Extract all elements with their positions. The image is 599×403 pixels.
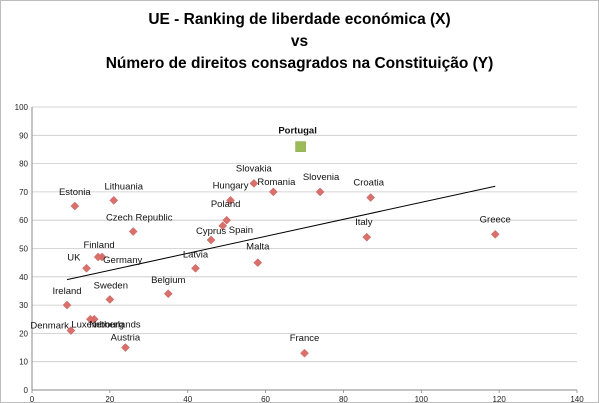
- point-label-austria: Austria: [111, 333, 141, 344]
- data-point-estonia: [70, 201, 80, 211]
- y-tick-label: 70: [19, 188, 28, 197]
- point-label-romania: Romania: [257, 177, 296, 188]
- point-label-estonia: Estonia: [59, 187, 91, 198]
- data-point-malta: [253, 258, 263, 268]
- y-tick-label: 10: [19, 358, 28, 367]
- data-points: [62, 141, 500, 358]
- data-point-italy: [362, 232, 372, 242]
- point-label-czech-republic: Czech Republic: [106, 213, 173, 224]
- data-point-germany: [93, 252, 103, 262]
- point-label-croatia: Croatia: [353, 178, 384, 189]
- data-point-czech-republic: [128, 227, 138, 236]
- data-point-belgium: [163, 289, 173, 299]
- x-tick-label: 60: [261, 395, 270, 403]
- point-label-luxembourg: Luxembourg: [71, 319, 124, 330]
- grid-lines: [32, 106, 577, 363]
- y-tick-label: 100: [15, 103, 29, 112]
- point-label-slovakia: Slovakia: [236, 163, 273, 174]
- point-label-spain: Spain: [229, 225, 253, 236]
- axes: [31, 107, 578, 393]
- point-label-slovenia: Slovenia: [303, 172, 340, 183]
- trendline: [66, 185, 496, 281]
- data-point-austria: [121, 343, 130, 352]
- point-label-germany: Germany: [103, 255, 142, 266]
- point-label-denmark: Denmark: [30, 321, 69, 332]
- y-tick-label: 40: [19, 273, 28, 282]
- data-point-cyprus: [206, 235, 216, 245]
- data-point-poland: [222, 215, 231, 225]
- y-tick-label: 90: [19, 131, 28, 140]
- data-point-sweden: [105, 295, 115, 304]
- point-label-hungary: Hungary: [213, 180, 249, 191]
- point-label-italy: Italy: [355, 217, 373, 228]
- y-tick-label: 50: [19, 245, 28, 254]
- data-point-greece: [490, 229, 500, 239]
- y-tick-label: 0: [24, 386, 29, 395]
- point-label-france: France: [290, 333, 320, 344]
- point-label-lithuania: Lithuania: [104, 181, 143, 192]
- point-label-portugal: Portugal: [278, 126, 317, 137]
- data-point-lithuania: [109, 196, 119, 205]
- point-label-latvia: Latvia: [183, 249, 209, 260]
- data-point-croatia: [366, 193, 376, 202]
- y-tick-label: 30: [19, 301, 28, 310]
- data-point-netherlands: [86, 314, 95, 324]
- data-point-hungary: [226, 196, 235, 205]
- x-tick-label: 0: [30, 395, 35, 403]
- data-point-slovenia: [315, 187, 325, 197]
- y-tick-label: 60: [19, 216, 28, 225]
- data-point-slovakia: [249, 179, 259, 188]
- chart-title-line-2: vs: [290, 33, 309, 50]
- point-label-poland: Poland: [211, 199, 241, 210]
- point-label-greece: Greece: [480, 214, 511, 225]
- data-point-portugal: [295, 141, 306, 152]
- data-point-latvia: [191, 263, 200, 273]
- point-label-malta: Malta: [246, 242, 270, 253]
- data-point-uk: [82, 263, 91, 273]
- data-point-france: [300, 348, 309, 358]
- data-point-ireland: [62, 300, 72, 310]
- point-label-cyprus: Cyprus: [196, 226, 226, 237]
- point-label-finland: Finland: [83, 240, 114, 251]
- chart-title-line-3: Número de direitos consagrados na Consti…: [105, 55, 494, 72]
- point-label-belgium: Belgium: [151, 275, 185, 286]
- point-label-netherlands: Netherlands: [89, 319, 140, 330]
- x-tick-label: 100: [415, 395, 429, 403]
- chart-title-line-1: UE - Ranking de liberdade económica (X): [148, 11, 451, 28]
- trendline-group: [66, 185, 496, 281]
- point-label-sweden: Sweden: [94, 280, 128, 291]
- data-point-spain: [218, 221, 228, 231]
- x-tick-label: 140: [570, 395, 584, 403]
- point-label-ireland: Ireland: [53, 286, 82, 297]
- x-tick-label: 20: [105, 395, 114, 403]
- y-tick-label: 80: [19, 160, 28, 169]
- y-tick-label: 20: [19, 329, 28, 338]
- tick-labels: 0 10 20 30 40 50 60 70 80 90 100 0 20 40 60 80 100 120 140: [15, 103, 585, 403]
- data-point-denmark: [66, 326, 76, 335]
- x-tick-label: 120: [492, 395, 506, 403]
- x-tick-label: 80: [339, 395, 348, 403]
- point-label-uk: UK: [67, 252, 81, 263]
- data-point-romania: [269, 187, 278, 197]
- x-tick-label: 40: [183, 395, 192, 403]
